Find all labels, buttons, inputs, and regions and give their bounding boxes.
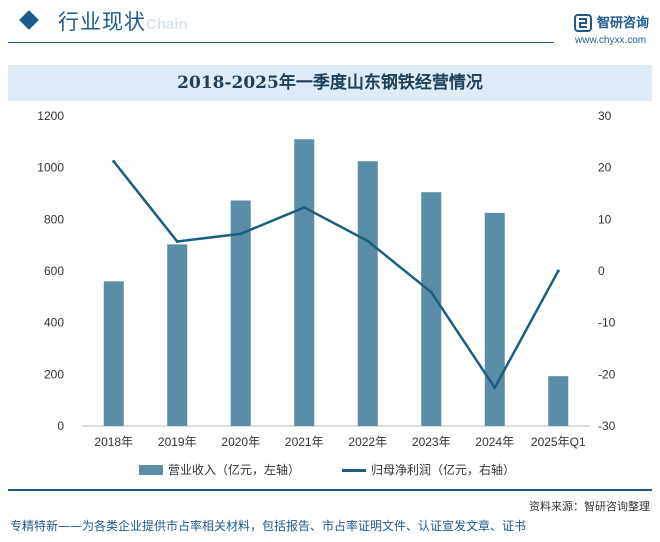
revenue-bar <box>294 139 315 426</box>
x-tick-label: 2023年 <box>412 435 451 449</box>
y-right-tick-label: 30 <box>598 109 612 123</box>
x-tick-label: 2021年 <box>285 435 324 449</box>
chart-canvas: 0 200 400 600 800 1000 1200 -30 -20 -10 0 10 20 30 201… <box>37 109 616 449</box>
legend-label-revenue: 营业收入（亿元，左轴） <box>168 463 301 477</box>
profit-point <box>493 386 497 390</box>
legend-swatch-profit <box>342 469 366 472</box>
source-note: 资料来源：智研咨询整理 <box>529 500 650 513</box>
x-tick-label: 2018年 <box>94 435 133 449</box>
y-left-tick-label: 400 <box>44 316 64 330</box>
footer-text: 专精特新——为各类企业提供市占率相关材料，包括报告、市占率证明文件、认证宣发文章… <box>10 519 527 533</box>
revenue-bar <box>230 200 251 426</box>
y-left-tick-label: 1000 <box>37 161 64 175</box>
header-divider <box>8 42 554 43</box>
brand-logo: 智研咨询 www.chyxx.com <box>574 12 658 48</box>
y-left-tick-label: 1200 <box>37 109 64 123</box>
y-left-tick-label: 600 <box>44 264 64 278</box>
profit-point <box>175 240 179 244</box>
diamond-icon <box>19 10 39 30</box>
legend-swatch-revenue <box>139 465 163 475</box>
x-tick-label: 2025年Q1 <box>531 435 586 449</box>
bottom-divider <box>8 489 652 491</box>
header: 行业现状 Chain 智研咨询 www.chyxx.com <box>0 0 660 46</box>
profit-point <box>366 239 370 243</box>
y-left-tick-label: 0 <box>57 419 64 433</box>
y-right-tick-label: 20 <box>598 161 612 175</box>
y-left-tick-label: 800 <box>44 212 64 226</box>
legend: 营业收入（亿元，左轴） 归母净利润（亿元，右轴） <box>0 460 660 480</box>
y-right-tick-label: -10 <box>598 316 616 330</box>
logo-icon <box>574 14 592 32</box>
x-tick-label: 2024年 <box>475 435 514 449</box>
y-right-tick-label: -20 <box>598 367 616 381</box>
logo-name: 智研咨询 <box>597 16 650 31</box>
profit-line <box>112 160 560 390</box>
y-right-tick-label: 10 <box>598 212 612 226</box>
revenue-bar <box>167 244 188 426</box>
x-tick-label: 2020年 <box>221 435 260 449</box>
revenue-bar <box>548 376 569 426</box>
profit-point <box>302 205 306 209</box>
y-right-tick-label: 0 <box>598 264 605 278</box>
x-tick-label: 2022年 <box>348 435 387 449</box>
x-tick-label: 2019年 <box>158 435 197 449</box>
revenue-bar <box>484 212 505 426</box>
profit-point <box>239 232 243 236</box>
legend-label-profit: 归母净利润（亿元，右轴） <box>371 463 516 477</box>
profit-point <box>112 159 116 163</box>
revenue-bar <box>357 161 378 427</box>
section-title-en: Chain <box>146 16 188 33</box>
section-title: 行业现状 <box>58 10 146 34</box>
chart-title: 2018-2025年一季度山东钢铁经营情况 <box>8 65 652 101</box>
profit-point <box>556 269 560 273</box>
revenue-bar <box>103 281 124 426</box>
y-right-tick-label: -30 <box>598 419 616 433</box>
y-left-tick-label: 200 <box>44 367 64 381</box>
logo-url: www.chyxx.com <box>575 35 647 46</box>
revenue-bar <box>421 192 442 426</box>
profit-point <box>429 290 433 294</box>
